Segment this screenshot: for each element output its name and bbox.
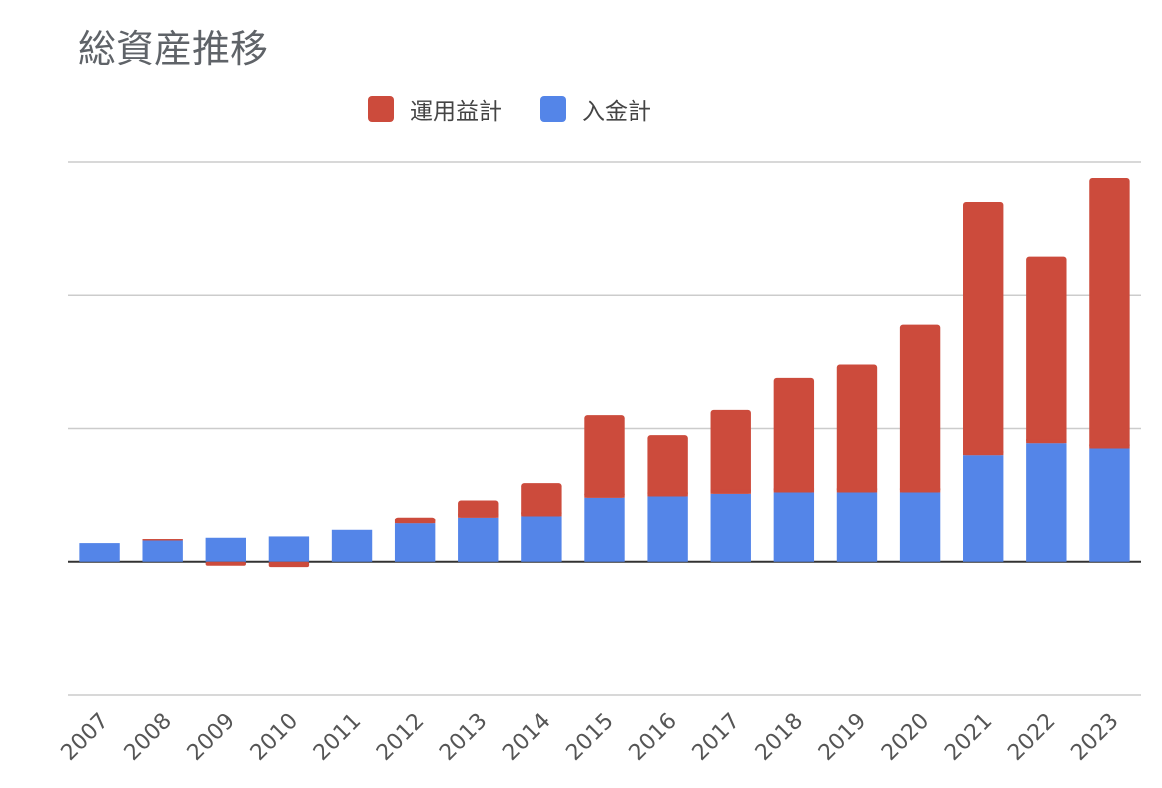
x-tick-label: 2023 (1066, 709, 1123, 766)
x-tick-label: 2011 (309, 709, 366, 766)
x-tick-label: 2014 (498, 709, 555, 766)
bar-profit-2022 (1026, 256, 1067, 444)
bar-profit-2014 (521, 483, 562, 517)
bar-deposit-2012 (394, 523, 436, 562)
x-tick-label: 2022 (1003, 709, 1060, 766)
bar-profit-base-2018 (773, 488, 815, 493)
bar-profit-2017 (710, 409, 751, 494)
bar-deposit-2015 (584, 497, 625, 562)
bar-profit-base-2008 (142, 539, 183, 541)
legend: 運用益計 入金計 (368, 92, 689, 126)
x-tick-label: 2019 (814, 709, 871, 766)
bar-profit-base-2013 (458, 513, 499, 518)
bar-deposit-2009 (205, 537, 246, 562)
x-tick-label: 2012 (372, 709, 429, 766)
x-tick-label: 2007 (57, 709, 114, 766)
bar-deposit-2023 (1089, 448, 1130, 562)
bar-profit-2016 (647, 435, 688, 497)
bar-deposit-2010 (268, 536, 310, 562)
bar-profit-2010 (268, 561, 310, 568)
bar-profit-base-2016 (647, 492, 688, 497)
x-tick-label: 2009 (183, 709, 240, 766)
bar-deposit-2021 (963, 455, 1004, 562)
bar-profit-base-2014 (521, 512, 562, 517)
bar-deposit-2022 (1026, 443, 1067, 562)
bar-deposit-2016 (647, 496, 688, 562)
chart-title: 総資産推移 (78, 27, 269, 71)
bar-deposit-2008 (142, 540, 183, 562)
x-tick-label: 2010 (246, 709, 303, 766)
bar-profit-2009 (205, 561, 246, 566)
x-tick-label: 2016 (625, 709, 682, 766)
bar-profit-base-2012 (394, 519, 436, 524)
x-tick-label: 2020 (877, 709, 934, 766)
bar-profit-base-2019 (836, 488, 878, 493)
bar-deposit-2011 (331, 529, 373, 562)
bar-profit-base-2020 (899, 488, 941, 493)
bar-profit-2015 (584, 415, 625, 498)
bar-profit-2023 (1089, 177, 1130, 449)
legend-swatch-deposit (540, 96, 566, 122)
bar-profit-base-2017 (710, 489, 751, 494)
bar-deposit-2014 (521, 516, 562, 562)
bar-deposit-2007 (79, 543, 120, 562)
x-tick-label: 2018 (751, 709, 808, 766)
bar-deposit-2018 (773, 492, 815, 562)
legend-label-profit: 運用益計 (410, 99, 502, 125)
x-tick-label: 2008 (120, 709, 177, 766)
x-tick-label: 2015 (561, 709, 618, 766)
x-tick-label: 2017 (688, 709, 745, 766)
bar-deposit-2020 (899, 492, 941, 562)
bar-profit-base-2022 (1026, 439, 1067, 444)
bar-profit-2019 (836, 364, 878, 493)
bar-profit-2013 (458, 500, 499, 518)
legend-item-profit: 運用益計 (368, 92, 502, 126)
bar-deposit-2017 (710, 493, 751, 562)
x-tick-label: 2021 (940, 709, 997, 766)
bar-profit-base-2023 (1089, 444, 1130, 449)
legend-item-deposit: 入金計 (540, 92, 651, 126)
bar-deposit-2019 (836, 492, 878, 562)
bar-deposit-2013 (458, 517, 499, 562)
x-tick-label: 2013 (435, 709, 492, 766)
bar-profit-2021 (963, 201, 1004, 456)
legend-label-deposit: 入金計 (582, 99, 651, 125)
bar-profit-2020 (899, 324, 941, 493)
bar-profit-base-2015 (584, 493, 625, 498)
legend-swatch-profit (368, 96, 394, 122)
bar-profit-2018 (773, 377, 815, 493)
bar-profit-base-2021 (963, 451, 1004, 456)
